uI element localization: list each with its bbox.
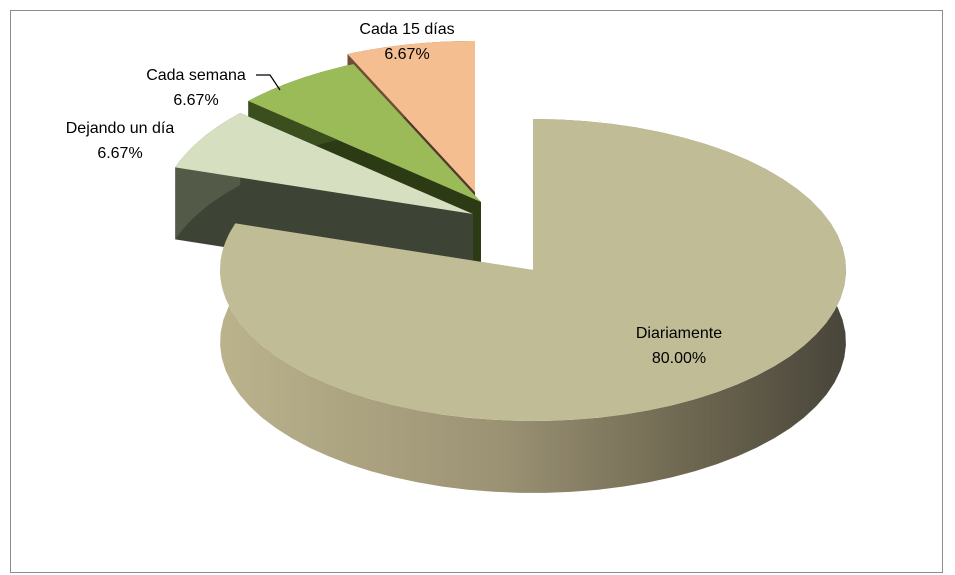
slice-label-cada-15-dias: Cada 15 días — [359, 21, 454, 38]
slice-label-diariamente: Diariamente — [636, 325, 722, 342]
slice-value-dejando-un-dia: 6.67% — [97, 145, 142, 162]
leader-line-cada-semana — [256, 74, 281, 91]
slice-label-cada-semana: Cada semana — [146, 67, 246, 84]
slice-label-dejando-un-dia: Dejando un día — [66, 120, 175, 137]
slice-value-cada-semana: 6.67% — [173, 92, 218, 109]
pie-slice-diariamente — [220, 119, 846, 493]
slice-value-cada-15-dias: 6.67% — [384, 46, 429, 63]
slice-value-diariamente: 80.00% — [652, 350, 706, 367]
